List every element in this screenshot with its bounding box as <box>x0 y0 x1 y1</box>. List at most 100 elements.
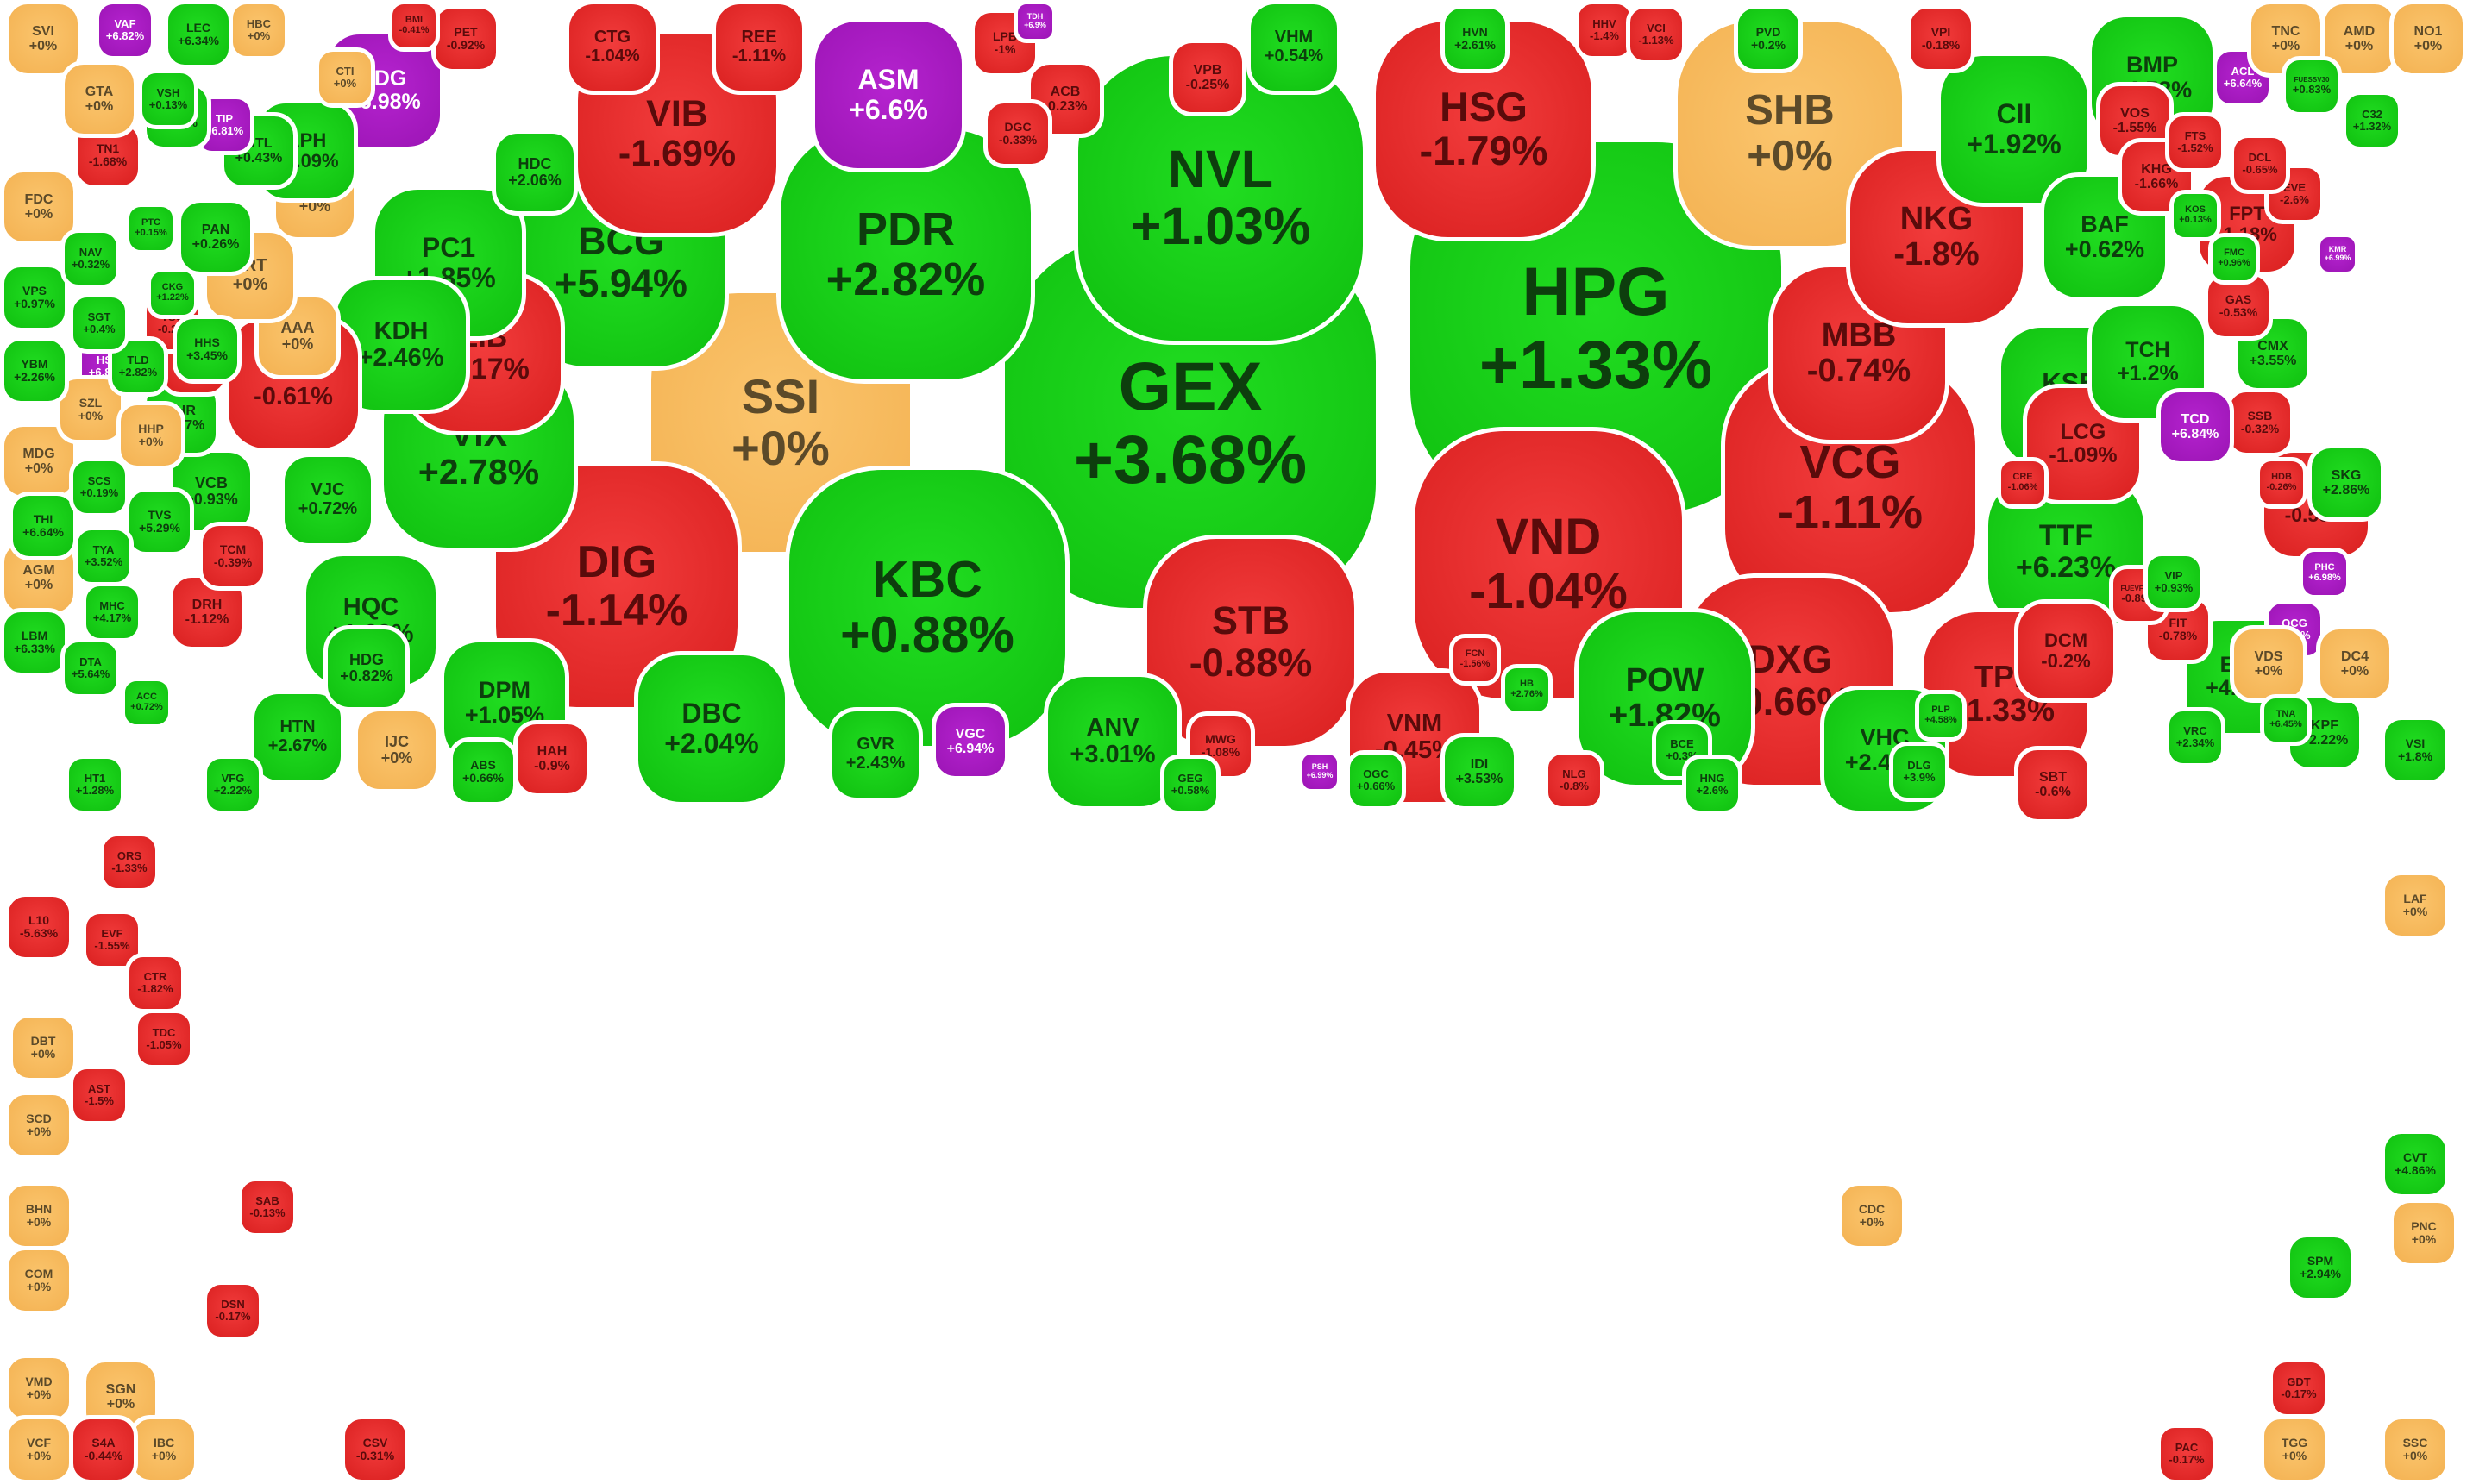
stock-tile-lec[interactable]: LEC +6.34% <box>164 0 233 69</box>
stock-tile-vjc[interactable]: VJC +0.72% <box>280 453 375 548</box>
stock-tile-pvd[interactable]: PVD +0.2% <box>1734 4 1803 73</box>
stock-tile-tya[interactable]: TYA +3.52% <box>73 526 134 586</box>
stock-tile-hhs[interactable]: HHS +3.45% <box>173 315 242 384</box>
stock-tile-cre[interactable]: CRE -1.06% <box>1997 457 2049 509</box>
stock-tile-sab[interactable]: SAB -0.13% <box>237 1177 298 1237</box>
stock-tile-idi[interactable]: IDI +3.53% <box>1440 733 1518 811</box>
stock-tile-vip[interactable]: VIP +0.93% <box>2143 552 2204 612</box>
stock-tile-mwg[interactable]: MWG -1.08% <box>1186 711 1255 780</box>
stock-tile-fts[interactable]: FTS -1.52% <box>2165 112 2225 172</box>
stock-tile-tgg[interactable]: TGG +0% <box>2260 1415 2329 1484</box>
stock-tile-tcm[interactable]: TCM -0.39% <box>198 522 267 591</box>
stock-tile-scs[interactable]: SCS +0.19% <box>69 457 129 517</box>
stock-tile-ast[interactable]: AST -1.5% <box>69 1065 129 1125</box>
stock-tile-hhp[interactable]: HHP +0% <box>116 401 185 470</box>
stock-tile-kos[interactable]: KOS +0.13% <box>2169 190 2221 241</box>
stock-tile-ssb[interactable]: SSB -0.32% <box>2225 388 2294 457</box>
stock-tile-pac[interactable]: PAC -0.17% <box>2156 1424 2217 1484</box>
stock-tile-tna[interactable]: TNA +6.45% <box>2260 694 2312 746</box>
stock-tile-asm[interactable]: ASM +6.6% <box>811 17 966 172</box>
stock-tile-com[interactable]: COM +0% <box>4 1246 73 1315</box>
stock-tile-hb[interactable]: HB +2.76% <box>1501 664 1553 716</box>
stock-tile-hsg[interactable]: HSG -1.79% <box>1371 17 1596 241</box>
stock-tile-vrc[interactable]: VRC +2.34% <box>2165 707 2225 767</box>
stock-tile-vsi[interactable]: VSI +1.8% <box>2381 716 2450 785</box>
stock-tile-vds[interactable]: VDS +0% <box>2230 625 2307 703</box>
stock-tile-hdg[interactable]: HDG +0.82% <box>323 625 410 711</box>
stock-tile-fdc[interactable]: FDC +0% <box>0 168 78 246</box>
stock-tile-c32[interactable]: C32 +1.32% <box>2342 91 2402 151</box>
stock-tile-hng[interactable]: HNG +2.6% <box>1682 755 1742 815</box>
stock-tile-sbt[interactable]: SBT -0.6% <box>2014 746 2092 823</box>
stock-tile-lbm[interactable]: LBM +6.33% <box>0 608 69 677</box>
stock-tile-thi[interactable]: THI +6.64% <box>9 492 78 560</box>
stock-tile-gta[interactable]: GTA +0% <box>60 60 138 138</box>
stock-tile-vcf[interactable]: VCF +0% <box>4 1415 73 1484</box>
stock-tile-dcm[interactable]: DCM -0.2% <box>2014 599 2118 703</box>
stock-tile-vhm[interactable]: VHM +0.54% <box>1246 0 1341 95</box>
stock-tile-ptc[interactable]: PTC +0.15% <box>125 203 177 254</box>
stock-tile-cdc[interactable]: CDC +0% <box>1837 1181 1906 1250</box>
stock-tile-ijc[interactable]: IJC +0% <box>354 707 440 793</box>
stock-tile-kbc[interactable]: KBC +0.88% <box>785 466 1070 750</box>
stock-tile-cvt[interactable]: CVT +4.86% <box>2381 1130 2450 1199</box>
stock-tile-gdt[interactable]: GDT -0.17% <box>2269 1358 2329 1418</box>
stock-tile-l10[interactable]: L10 -5.63% <box>4 892 73 961</box>
stock-tile-dbc[interactable]: DBC +2.04% <box>634 651 789 806</box>
stock-tile-khg[interactable]: KHG -1.66% <box>2118 138 2195 216</box>
stock-tile-spm[interactable]: SPM +2.94% <box>2286 1233 2355 1302</box>
stock-tile-vsh[interactable]: VSH +0.13% <box>138 69 198 129</box>
stock-tile-dgc[interactable]: DGC -0.33% <box>983 99 1052 168</box>
stock-tile-dta[interactable]: DTA +5.64% <box>60 638 121 698</box>
stock-tile-pan[interactable]: PAN +0.26% <box>177 198 254 276</box>
stock-tile-phc[interactable]: PHC +6.98% <box>2299 548 2351 599</box>
stock-tile-csv[interactable]: CSV -0.31% <box>341 1415 410 1484</box>
stock-tile-vgc[interactable]: VGC +6.94% <box>932 703 1009 780</box>
stock-tile-anv[interactable]: ANV +3.01% <box>1044 673 1182 811</box>
stock-tile-scd[interactable]: SCD +0% <box>4 1091 73 1160</box>
stock-tile-dsn[interactable]: DSN -0.17% <box>203 1280 263 1341</box>
stock-tile-cmx[interactable]: CMX +3.55% <box>2234 315 2312 392</box>
stock-tile-bhn[interactable]: BHN +0% <box>4 1181 73 1250</box>
stock-tile-vaf[interactable]: VAF +6.82% <box>95 0 155 60</box>
stock-tile-sgt[interactable]: SGT +0.4% <box>69 293 129 354</box>
stock-tile-ree[interactable]: REE -1.11% <box>712 0 807 95</box>
stock-tile-vfg[interactable]: VFG +2.22% <box>203 755 263 815</box>
stock-tile-abs[interactable]: ABS +0.66% <box>449 737 518 806</box>
stock-tile-ctg[interactable]: CTG -1.04% <box>565 0 660 95</box>
stock-tile-vmd[interactable]: VMD +0% <box>4 1354 73 1423</box>
stock-tile-nlg[interactable]: NLG -0.8% <box>1544 750 1604 811</box>
stock-tile-geg[interactable]: GEG +0.58% <box>1160 755 1221 815</box>
stock-tile-vpb[interactable]: VPB -0.25% <box>1169 39 1246 116</box>
stock-tile-gas[interactable]: GAS -0.53% <box>2204 272 2273 341</box>
stock-tile-ybm[interactable]: YBM +2.26% <box>0 336 69 405</box>
stock-tile-vpi[interactable]: VPI -0.18% <box>1906 4 1975 73</box>
stock-tile-hdb[interactable]: HDB -0.26% <box>2256 457 2307 509</box>
stock-tile-dcl[interactable]: DCL -0.65% <box>2230 134 2290 194</box>
stock-tile-pnc[interactable]: PNC +0% <box>2389 1199 2458 1268</box>
stock-tile-laf[interactable]: LAF +0% <box>2381 871 2450 940</box>
stock-tile-dlg[interactable]: DLG +3.9% <box>1889 742 1949 802</box>
stock-tile-cti[interactable]: CTI +0% <box>315 47 375 108</box>
stock-tile-ogc[interactable]: OGC +0.66% <box>1346 750 1406 811</box>
stock-tile-dc4[interactable]: DC4 +0% <box>2316 625 2394 703</box>
stock-tile-dbt[interactable]: DBT +0% <box>9 1013 78 1082</box>
stock-tile-fmc[interactable]: FMC +0.96% <box>2208 233 2260 285</box>
stock-tile-no1[interactable]: NO1 +0% <box>2389 0 2467 78</box>
stock-tile-fcn[interactable]: FCN -1.56% <box>1449 634 1501 686</box>
stock-tile-ctr[interactable]: CTR -1.82% <box>125 953 185 1013</box>
stock-tile-nkg[interactable]: NKG -1.8% <box>1846 147 2027 328</box>
stock-tile-svi[interactable]: SVI +0% <box>4 0 82 78</box>
stock-tile-bmi[interactable]: BMI -0.41% <box>388 0 440 52</box>
stock-tile-tcd[interactable]: TCD +6.84% <box>2156 388 2234 466</box>
stock-tile-pet[interactable]: PET -0.92% <box>431 4 500 73</box>
stock-tile-fit[interactable]: FIT -0.78% <box>2143 595 2213 664</box>
stock-tile-kmr[interactable]: KMR +6.99% <box>2316 233 2359 276</box>
stock-tile-ors[interactable]: ORS -1.33% <box>99 832 160 892</box>
stock-tile-psh[interactable]: PSH +6.99% <box>1298 750 1341 793</box>
stock-tile-fuessv30[interactable]: FUESSV30 +0.83% <box>2282 56 2342 116</box>
stock-tile-s4a[interactable]: S4A -0.44% <box>69 1415 138 1484</box>
stock-tile-hdc[interactable]: HDC +2.06% <box>492 129 578 216</box>
stock-tile-gvr[interactable]: GVR +2.43% <box>828 707 923 802</box>
stock-tile-acc[interactable]: ACC +0.72% <box>121 677 173 729</box>
